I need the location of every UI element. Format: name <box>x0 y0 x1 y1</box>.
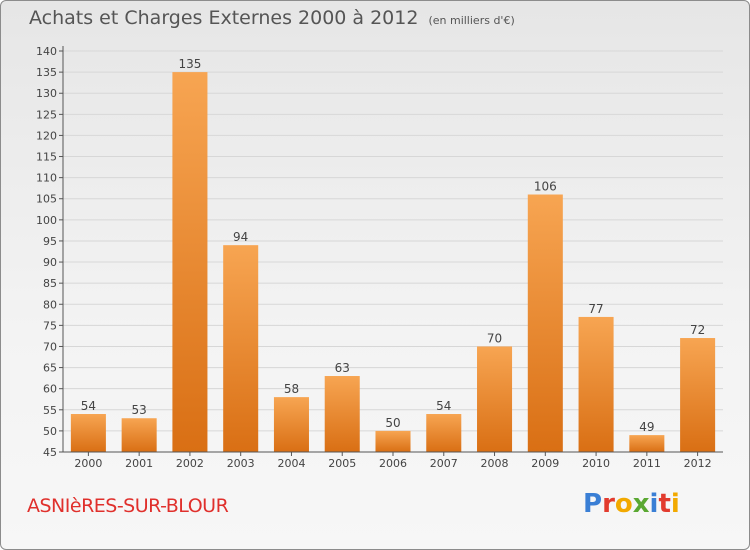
y-tick-label: 95 <box>43 235 57 248</box>
x-tick-label-2007: 2007 <box>430 457 458 470</box>
y-tick-label: 55 <box>43 404 57 417</box>
logo-letter: i <box>670 489 680 519</box>
x-tick-label-2005: 2005 <box>328 457 356 470</box>
logo-letter: P <box>583 489 603 519</box>
chart-subtitle: (en milliers d'€) <box>428 14 515 27</box>
bar-2008 <box>477 346 513 452</box>
y-tick-label: 70 <box>43 340 57 353</box>
bar-2001 <box>121 418 157 452</box>
bar-2012 <box>680 338 716 452</box>
y-tick-label: 50 <box>43 425 57 438</box>
data-label-2009: 106 <box>534 180 557 194</box>
proxiti-logo: Proxiti <box>583 489 680 519</box>
y-tick-label: 100 <box>36 214 57 227</box>
data-label-2007: 54 <box>436 399 451 413</box>
x-tick-label-2003: 2003 <box>227 457 255 470</box>
y-tick-label: 125 <box>36 108 57 121</box>
data-label-2012: 72 <box>690 323 705 337</box>
bars <box>70 72 716 453</box>
x-tick-label-2006: 2006 <box>379 457 407 470</box>
y-tick-label: 130 <box>36 87 57 100</box>
x-tick-label-2000: 2000 <box>74 457 102 470</box>
y-tick-label: 85 <box>43 277 57 290</box>
bar-2007 <box>426 414 462 452</box>
y-tick-label: 105 <box>36 193 57 206</box>
bar-2011 <box>629 435 665 452</box>
y-tick-label: 135 <box>36 66 57 79</box>
data-label-2004: 58 <box>284 382 299 396</box>
grid-lines <box>63 50 723 453</box>
y-tick-label: 90 <box>43 256 57 269</box>
x-tick-label-2001: 2001 <box>125 457 153 470</box>
y-tick-label: 120 <box>36 129 57 142</box>
data-label-2011: 49 <box>639 420 654 434</box>
data-labels: 54 53 135 94 58 63 50 54 70 106 77 49 72 <box>81 57 706 434</box>
x-tick-label-2010: 2010 <box>582 457 610 470</box>
y-tick-label: 80 <box>43 298 57 311</box>
commune-name: ASNIèRES-SUR-BLOUR <box>27 495 229 517</box>
y-tick-label: 45 <box>43 446 57 459</box>
data-label-2006: 50 <box>385 416 400 430</box>
x-tick-label-2011: 2011 <box>633 457 661 470</box>
logo-letter: o <box>614 489 633 519</box>
data-label-2005: 63 <box>335 361 350 375</box>
chart-title-block: Achats et Charges Externes 2000 à 2012 (e… <box>29 7 515 29</box>
logo-letter: t <box>658 489 671 519</box>
data-label-2010: 77 <box>588 302 603 316</box>
bar-2003 <box>223 245 259 452</box>
data-label-2003: 94 <box>233 230 248 244</box>
bar-2004 <box>273 397 309 452</box>
y-tick-label: 115 <box>36 151 57 164</box>
logo-letter: r <box>602 489 615 519</box>
axes: 45 50 55 60 65 70 75 80 85 90 95 100 105 110 115 120 125… <box>36 45 723 470</box>
x-tick-label-2002: 2002 <box>176 457 204 470</box>
data-label-2001: 53 <box>132 403 147 417</box>
bar-2005 <box>324 376 360 452</box>
chart-title: Achats et Charges Externes 2000 à 2012 <box>29 7 419 29</box>
data-label-2008: 70 <box>487 331 502 345</box>
y-tick-label: 60 <box>43 383 57 396</box>
y-tick-label: 110 <box>36 172 57 185</box>
x-tick-label-2012: 2012 <box>684 457 712 470</box>
bar-2000 <box>70 414 106 452</box>
bar-2009 <box>527 194 563 452</box>
bar-2006 <box>375 430 411 452</box>
logo-letter: i <box>649 489 659 519</box>
y-tick-label: 140 <box>36 45 57 58</box>
x-tick-label-2009: 2009 <box>531 457 559 470</box>
bar-2002 <box>172 72 208 453</box>
y-tick-label: 75 <box>43 319 57 332</box>
bar-2010 <box>578 316 614 452</box>
x-tick-label-2008: 2008 <box>481 457 509 470</box>
logo-letter: x <box>632 489 650 519</box>
data-label-2000: 54 <box>81 399 96 413</box>
y-tick-label: 65 <box>43 362 57 375</box>
x-tick-label-2004: 2004 <box>277 457 305 470</box>
data-label-2002: 135 <box>178 57 201 71</box>
